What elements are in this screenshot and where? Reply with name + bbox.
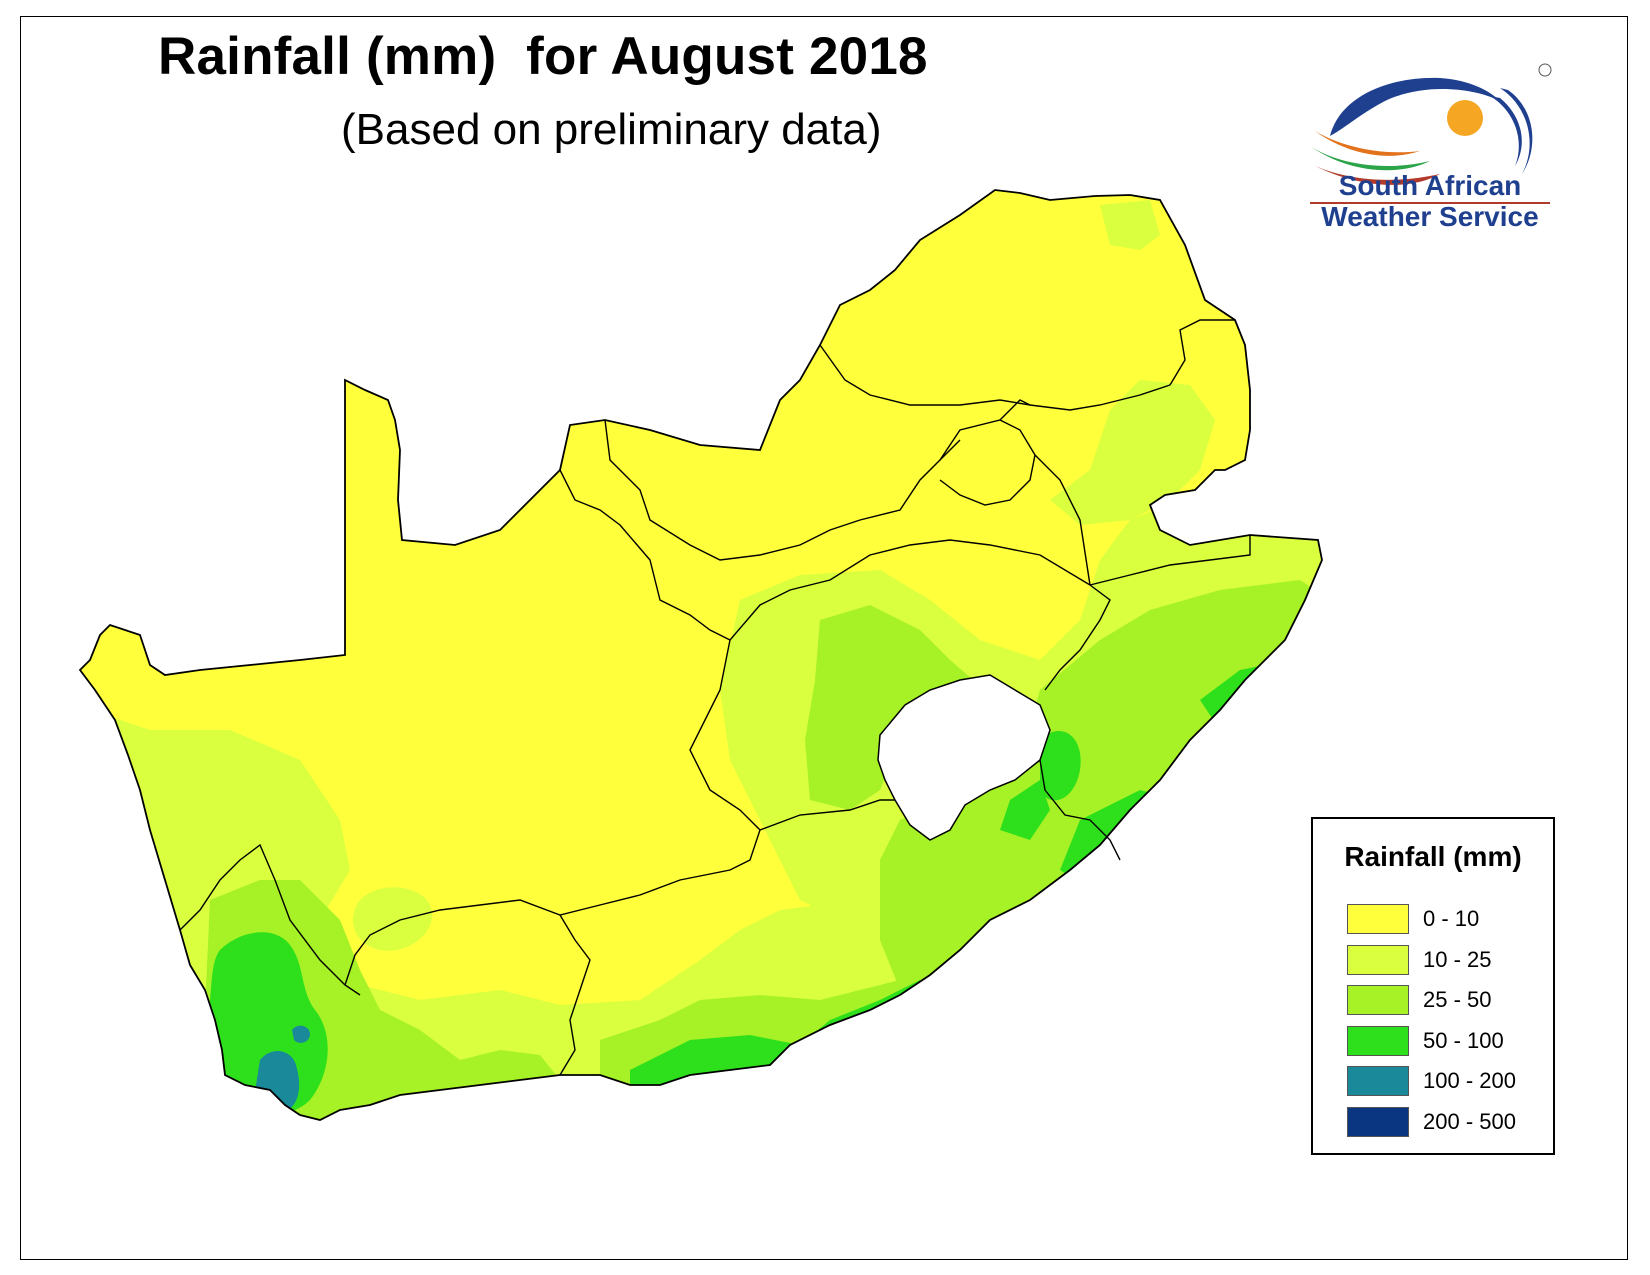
legend-swatch: [1347, 985, 1409, 1015]
logo-divider: [1310, 202, 1550, 204]
region-100-200-capetown: [256, 1050, 300, 1113]
boundary-north-west: [604, 419, 961, 561]
provincial-boundaries: [179, 319, 1251, 1076]
logo-line-1: South African: [1338, 170, 1522, 201]
legend-label: 10 - 25: [1423, 946, 1492, 972]
region-10-25-kruger: [1100, 200, 1160, 250]
boundary-western-cape-north: [179, 843, 361, 996]
legend-label: 200 - 500: [1423, 1108, 1516, 1134]
boundary-gauteng: [939, 419, 1036, 506]
boundary-mpumalanga-west: [999, 399, 1031, 421]
boundary-eastern-cape-west: [559, 914, 591, 1076]
region-50-100-westcape: [209, 932, 328, 1115]
legend-item: 25 - 50: [1347, 984, 1492, 1016]
legend-swatch: [1347, 904, 1409, 934]
legend-label: 50 - 100: [1423, 1027, 1504, 1053]
boundary-limpopo-south: [819, 344, 1171, 411]
map-title: Rainfall (mm) for August 2018: [158, 27, 928, 86]
legend-label: 0 - 10: [1423, 906, 1480, 931]
boundary-northern-cape-east: [344, 469, 761, 986]
legend-label: 100 - 200: [1423, 1068, 1516, 1093]
region-50-100-lesotho-east: [1000, 780, 1050, 840]
map-subtitle: (Based on preliminary data): [341, 105, 882, 154]
boundary-mpumalanga-east: [1169, 319, 1235, 386]
legend-swatch: [1347, 1066, 1409, 1096]
boundary-freestate-south: [759, 799, 895, 831]
boundary-kzn-south: [1039, 759, 1121, 861]
map-frame: [20, 16, 1628, 1260]
legend-swatch: [1347, 944, 1409, 975]
boundary-freestate-north: [729, 539, 1091, 641]
region-25-50-freestate: [805, 605, 985, 810]
region-50-100-eastcape: [1040, 731, 1081, 801]
legend-title: Rainfall (mm): [1344, 841, 1522, 872]
boundary-kzn-north: [1089, 535, 1251, 586]
legend-swatch: [1347, 1025, 1409, 1056]
legend-item: 0 - 10: [1347, 903, 1479, 935]
region-10-25-karoo-spot: [352, 887, 432, 951]
saws-logo-icon: [1310, 63, 1552, 185]
legend: Rainfall (mm) 0 - 10 10 - 25 25 - 50 50 - 1…: [1311, 817, 1555, 1155]
legend-label: 25 - 50: [1423, 987, 1492, 1012]
legend-swatch: [1347, 1106, 1409, 1137]
legend-item: 10 - 25: [1347, 944, 1492, 976]
region-100-200-spot: [292, 1025, 310, 1043]
logo-line-2: Weather Service: [1321, 201, 1539, 232]
region-10-25-northeast: [1050, 380, 1215, 525]
legend-item: 100 - 200: [1347, 1065, 1516, 1097]
boundary-kzn-west: [1044, 584, 1111, 691]
boundary-mpumalanga-south: [1034, 454, 1091, 586]
legend-item: 50 - 100: [1347, 1025, 1504, 1057]
legend-item: 200 - 500: [1347, 1106, 1516, 1138]
